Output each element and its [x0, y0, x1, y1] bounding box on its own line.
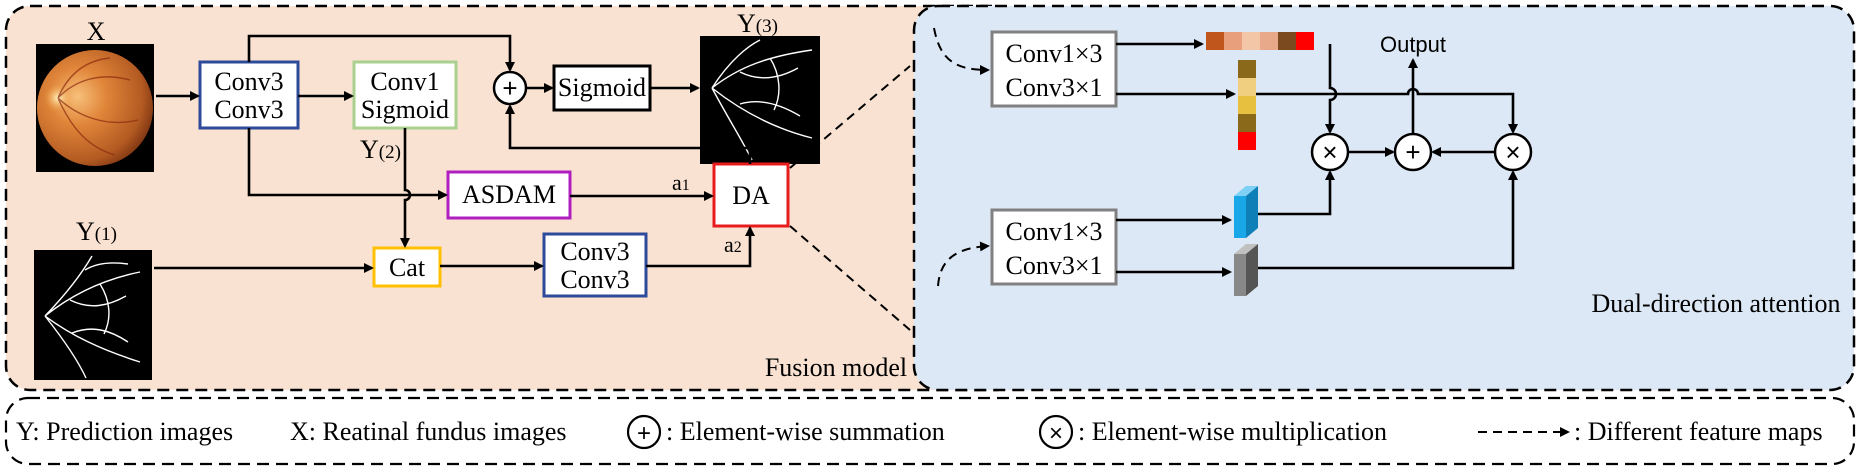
da-block	[712, 162, 790, 228]
legend-mul-symbol: ×	[1049, 420, 1063, 447]
attention-output-label: Output	[1380, 32, 1446, 57]
svg-text:Y(2): Y(2)	[360, 135, 401, 164]
y2-label: Y(2)	[360, 135, 401, 164]
svg-text:a2: a2	[724, 232, 742, 257]
zoom-line-top	[789, 65, 911, 169]
vessel-map-y1	[34, 250, 152, 380]
attention-panel-background	[912, 4, 1856, 392]
svg-text:Y(3): Y(3)	[737, 9, 778, 38]
vertical-attention-strip	[1238, 60, 1256, 150]
attention-conv-top-line1: Conv1×3	[1005, 39, 1102, 68]
legend-y-text: Y: Prediction images	[16, 417, 233, 446]
input-x-label: X	[87, 17, 106, 46]
cat-label: Cat	[389, 253, 426, 282]
legend-x-text: X: Reatinal fundus images	[290, 417, 567, 446]
legend-border	[4, 396, 1856, 466]
a1-label: a1	[672, 170, 690, 195]
attention-sum-symbol: +	[1405, 137, 1420, 167]
cat-block	[372, 246, 442, 288]
attention-mul-left-symbol: ×	[1322, 137, 1337, 167]
conv3-top-line1: Conv3	[214, 67, 283, 96]
legend-sum-icon	[626, 414, 662, 450]
attention-input-dashed-top	[933, 27, 990, 75]
sum-circle-symbol: +	[502, 73, 517, 103]
attention-connections	[1116, 39, 1518, 277]
attention-input-dashed-bottom	[937, 241, 990, 287]
legend-mul-text: : Element-wise multiplication	[1078, 417, 1387, 446]
svg-text:Y(1): Y(1)	[76, 217, 117, 246]
conv1-sigmoid-block	[352, 60, 458, 130]
attention-conv-bottom-line1: Conv1×3	[1005, 217, 1102, 246]
fusion-panel-caption: Fusion model	[765, 353, 907, 382]
gray-feature-cube	[1234, 244, 1258, 296]
conv3-block-top	[198, 60, 300, 130]
attention-conv-top	[990, 30, 1118, 108]
fusion-panel: X Y(1) Conv3 Conv3 Conv1 Sigmoid Y(2)	[4, 4, 1022, 392]
zoom-line-bottom	[789, 225, 911, 331]
asdam-block	[446, 170, 572, 220]
legend-sum-text: : Element-wise summation	[666, 417, 945, 446]
attention-conv-top-line2: Conv3×1	[1005, 73, 1102, 102]
sigmoid-label: Sigmoid	[558, 73, 646, 102]
conv3-block-bottom	[542, 232, 648, 298]
horizontal-attention-strip	[1206, 32, 1314, 50]
conv1-line2: Sigmoid	[361, 95, 449, 124]
attention-panel-caption: Dual-direction attention	[1591, 289, 1840, 318]
legend-sum-symbol: +	[637, 420, 651, 447]
conv3-bottom-line2: Conv3	[560, 265, 629, 294]
conv3-bottom-line1: Conv3	[560, 237, 629, 266]
legend-mul-icon	[1038, 414, 1074, 450]
legend: Y: Prediction images X: Reatinal fundus …	[4, 396, 1856, 466]
conv3-top-line2: Conv3	[214, 95, 283, 124]
fundus-image	[36, 44, 154, 172]
cyan-feature-cube	[1234, 186, 1258, 238]
asdam-label: ASDAM	[462, 180, 556, 209]
conv1-line1: Conv1	[370, 67, 439, 96]
a2-label: a2	[724, 232, 742, 257]
svg-text:a1: a1	[672, 170, 690, 195]
input-y1-label: Y(1)	[76, 217, 117, 246]
attention-mul-right-symbol: ×	[1505, 137, 1520, 167]
attention-conv-bottom	[990, 208, 1118, 286]
vessel-map-y3	[700, 36, 820, 164]
fusion-connections	[154, 34, 755, 273]
legend-dashed-text: : Different feature maps	[1574, 417, 1823, 446]
attention-conv-bottom-line2: Conv3×1	[1005, 251, 1102, 280]
output-y3-label: Y(3)	[737, 9, 778, 38]
da-label: DA	[732, 181, 770, 210]
attention-panel: Conv1×3 Conv3×1 Conv1×3 Conv3×1	[912, 4, 1856, 392]
